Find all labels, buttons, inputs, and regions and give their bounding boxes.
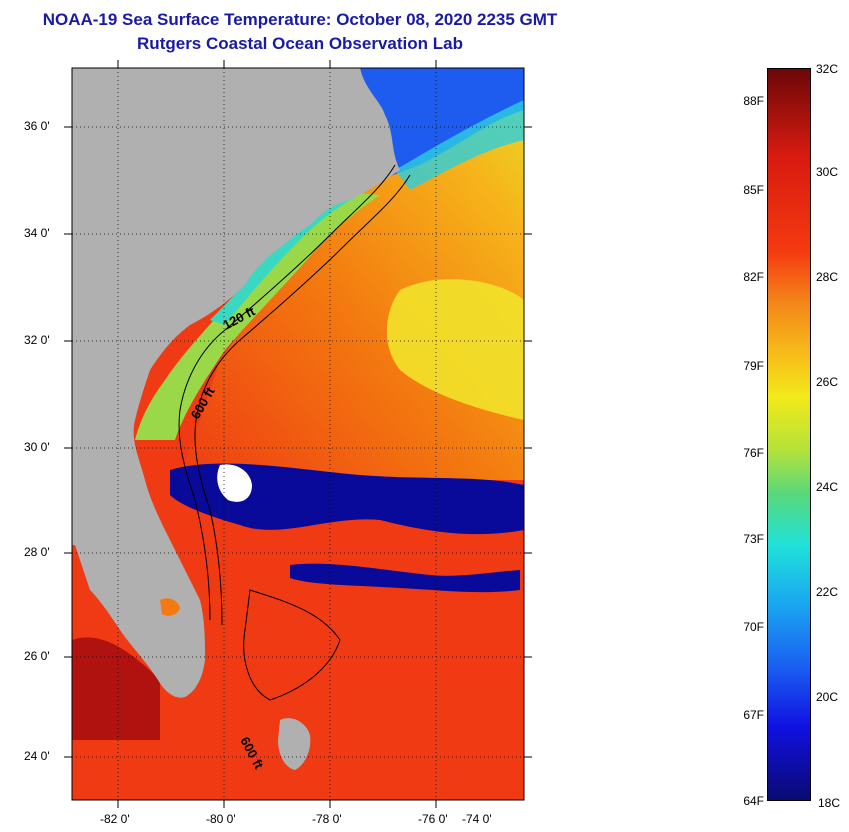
colorbar-c-label: 26C: [816, 375, 839, 389]
colorbar-f-label: 85F: [743, 183, 764, 197]
lat-label: 26 0': [24, 649, 50, 663]
colorbar-f-label: 73F: [743, 532, 764, 546]
contour-bahamas: [243, 589, 341, 701]
colorbar-c-label: 20C: [816, 690, 839, 704]
island-bahamas: [278, 718, 311, 770]
colorbar-f-label: 79F: [743, 359, 764, 373]
lat-label: 36 0': [24, 119, 50, 133]
colorbar-f-label: 70F: [743, 620, 764, 634]
lat-label: 28 0': [24, 545, 50, 559]
coastal-cool-water: [210, 195, 355, 325]
contour-120ft: [178, 164, 396, 621]
cloud-white: [217, 464, 252, 502]
map-title: NOAA-19 Sea Surface Temperature: October…: [42, 10, 558, 29]
colorbar-f-label: 76F: [743, 446, 764, 460]
lon-label: -78 0': [312, 812, 342, 826]
colorbar-f-label: 82F: [743, 270, 764, 284]
lon-label: -80 0': [206, 812, 236, 826]
colorbar-f-label: 67F: [743, 708, 764, 722]
colorbar-c-label: 32C: [816, 62, 839, 76]
island-small: [160, 598, 180, 616]
colorbar-c-label: 22C: [816, 585, 839, 599]
lat-label: 34 0': [24, 226, 50, 240]
colorbar: [767, 68, 811, 801]
colorbar-c-label: 24C: [816, 480, 839, 494]
lon-label: -74 0': [462, 812, 492, 826]
contour-600ft: [194, 174, 411, 626]
gulf-hot-water: [72, 637, 160, 740]
colorbar-f-label: 64F: [743, 794, 764, 808]
northern-cold-water: [360, 68, 524, 180]
coastal-shelf-water: [135, 190, 380, 440]
colorbar-gradient: [767, 68, 811, 801]
lat-label: 24 0': [24, 749, 50, 763]
lon-label: -76 0': [418, 812, 448, 826]
lon-label: -82 0': [100, 812, 130, 826]
lat-label: 30 0': [24, 440, 50, 454]
yellow-patch: [386, 279, 524, 420]
colorbar-c-label: 28C: [816, 270, 839, 284]
land-us-florida: [72, 68, 400, 698]
colorbar-c-label: 30C: [816, 165, 839, 179]
cloud-band-2: [290, 563, 520, 593]
colorbar-c-label: 18C: [818, 796, 841, 810]
grid-lines: [72, 68, 524, 800]
lat-label: 32 0': [24, 333, 50, 347]
map-subtitle: Rutgers Coastal Ocean Observation Lab: [137, 34, 463, 53]
axis-ticks: [64, 60, 532, 808]
northern-cool-water: [395, 100, 524, 190]
colorbar-f-label: 88F: [743, 94, 764, 108]
map-frame: [71, 67, 525, 801]
